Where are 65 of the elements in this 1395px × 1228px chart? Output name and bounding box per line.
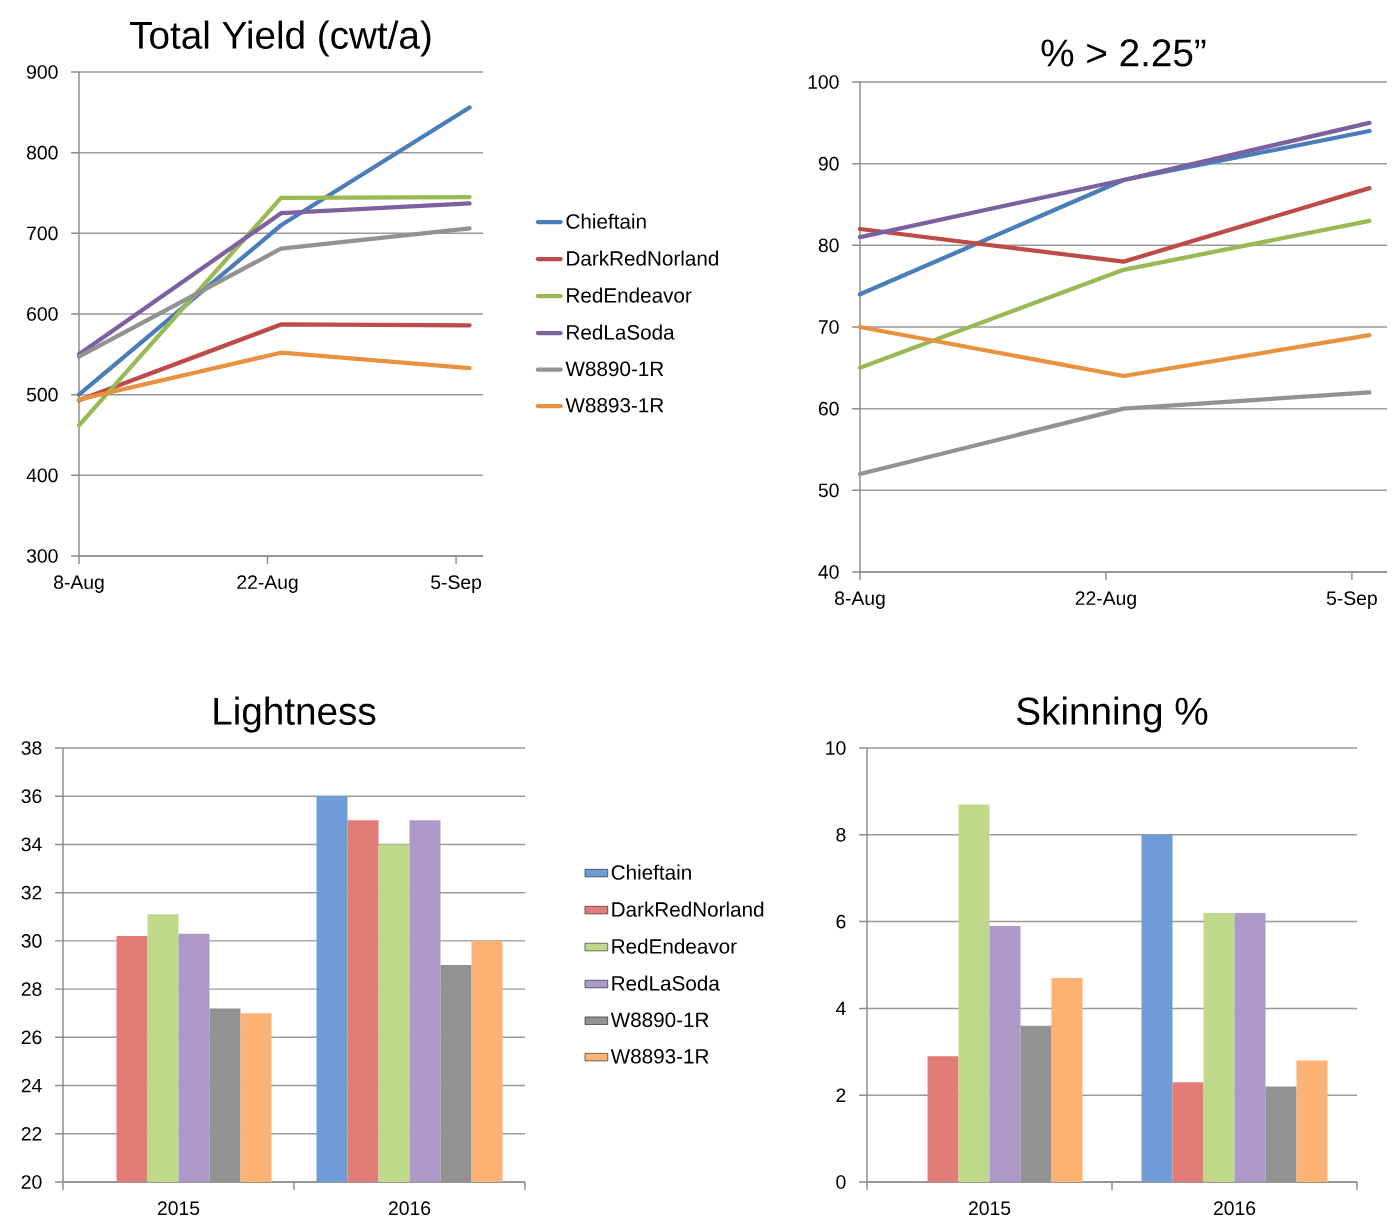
y-tick-label: 34 [21, 837, 42, 852]
chart-title: Lightness [214, 696, 376, 733]
y-tick-label: 600 [27, 307, 58, 321]
x-tick-label: 5-Sep [1326, 591, 1377, 609]
y-tick-label: 24 [21, 1078, 42, 1093]
x-tick-label: 2016 [1213, 1201, 1256, 1216]
y-tick-label: 40 [818, 565, 839, 579]
bar [958, 804, 990, 1182]
bar [1234, 912, 1266, 1182]
legend-label: Chieftain [611, 864, 691, 880]
legend-label: W8893-1R [565, 397, 664, 413]
y-tick-label: 500 [26, 387, 58, 402]
y-tick-label: 4 [835, 1001, 846, 1016]
bar [1051, 978, 1083, 1182]
y-tick-label: 22 [21, 1127, 42, 1141]
y-tick-label: 900 [27, 65, 58, 79]
legend-label: Chieftain [566, 213, 646, 229]
y-tick-label: 400 [26, 468, 58, 483]
chart-title: Total Yield (cwt/a) [130, 20, 431, 57]
chart-title: % > 2.25” [1041, 39, 1206, 67]
x-tick-label: 5-Sep [431, 575, 482, 593]
bar [1172, 1082, 1204, 1182]
legend-label: W8893-1R [610, 1048, 709, 1064]
y-tick-label: 70 [818, 320, 839, 334]
y-tick-label: 8 [836, 827, 846, 842]
legend-label: RedLaSoda [567, 324, 675, 340]
bar [1203, 912, 1235, 1182]
y-tick-label: 90 [818, 156, 839, 171]
x-tick-label: 2016 [388, 1201, 431, 1216]
bar [1141, 834, 1173, 1182]
y-tick-label: 0 [836, 1175, 846, 1189]
y-tick-label: 2 [836, 1088, 846, 1102]
x-tick-label: 22-Aug [1075, 591, 1136, 609]
legend-label: DarkRedNorland [612, 901, 764, 917]
legend-label: W8890-1R [610, 1012, 709, 1028]
bar [989, 925, 1021, 1182]
y-tick-label: 10 [826, 741, 846, 755]
legend-label: RedEndeavor [612, 938, 737, 954]
y-tick-label: 60 [818, 401, 839, 416]
x-tick-label: 22-Aug [237, 575, 298, 593]
y-tick-label: 28 [21, 982, 42, 996]
y-tick-label: 80 [818, 238, 839, 253]
y-tick-label: 50 [818, 483, 839, 498]
x-tick-label: 8-Aug [54, 575, 104, 593]
y-tick-label: 700 [27, 226, 58, 241]
bar [927, 1056, 959, 1182]
y-tick-label: 26 [21, 1030, 42, 1045]
y-tick-label: 30 [21, 934, 42, 948]
y-tick-label: 38 [21, 741, 42, 755]
y-tick-label: 300 [26, 549, 58, 563]
bar [1296, 1060, 1328, 1182]
legend-label: W8890-1R [565, 361, 664, 377]
y-tick-label: 32 [21, 885, 42, 900]
y-tick-label: 800 [26, 145, 58, 160]
y-tick-label: 20 [21, 1175, 42, 1189]
y-tick-label: 6 [836, 914, 846, 929]
chart-title: Skinning % [1017, 696, 1208, 733]
x-tick-label: 2015 [157, 1201, 200, 1216]
x-tick-label: 8-Aug [835, 591, 885, 609]
x-tick-label: 2015 [968, 1201, 1011, 1216]
legend-label: DarkRedNorland [567, 250, 719, 266]
legend-label: RedEndeavor [567, 287, 692, 303]
y-tick-label: 100 [808, 75, 839, 89]
legend-label: RedLaSoda [612, 975, 720, 991]
y-tick-label: 36 [21, 789, 42, 804]
